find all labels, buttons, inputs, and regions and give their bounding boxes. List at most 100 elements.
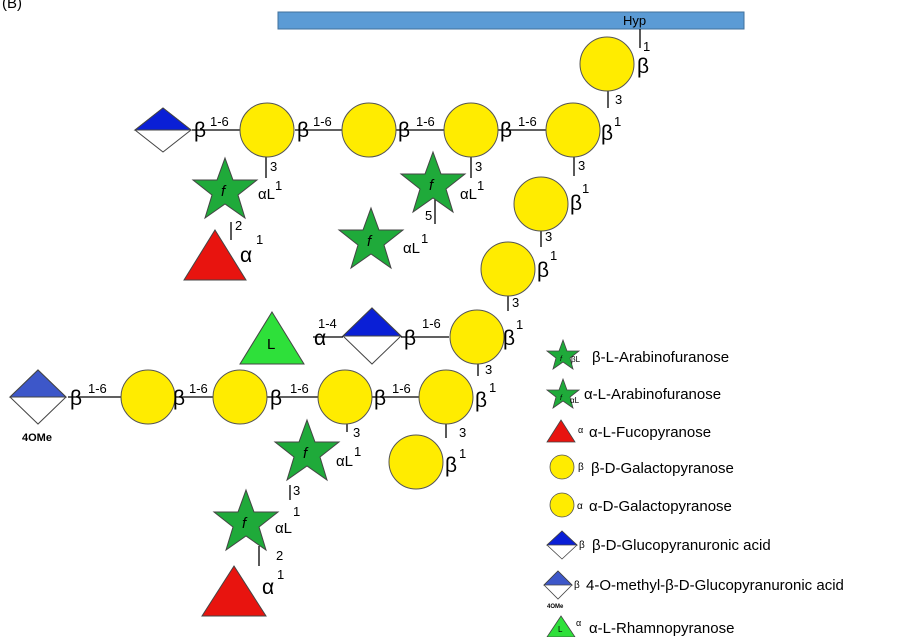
- pos-label: 1: [477, 178, 484, 193]
- pos-label: 1-6: [290, 381, 309, 396]
- pos-label: 1-6: [189, 381, 208, 396]
- gal-node-top: [579, 36, 635, 92]
- gal-node: [513, 176, 569, 232]
- f-label: f: [221, 183, 227, 200]
- anomer-label: αL: [258, 186, 275, 203]
- hyp-label: Hyp: [623, 13, 646, 28]
- legend-mini-label: αL: [570, 396, 580, 405]
- star-alpha-icon: [545, 377, 581, 409]
- ara-f-labels: f f f f f: [221, 177, 435, 532]
- anomer-label: β: [398, 119, 410, 142]
- diamond-blue-icon: [545, 530, 579, 560]
- ome-label: 4OMe: [22, 432, 52, 444]
- pos-label: 1: [643, 39, 650, 54]
- f-label: f: [367, 233, 373, 250]
- gal-node: [545, 102, 601, 158]
- pos-label: 1: [256, 232, 263, 247]
- triangle-red-icon: [546, 419, 576, 443]
- pos-label: 1: [614, 114, 621, 129]
- anomer-label: β: [445, 454, 457, 477]
- anomer-label: αL: [403, 240, 420, 257]
- legend-label: α-L-Arabinofuranose: [584, 386, 721, 403]
- pos-label: 1-6: [416, 114, 435, 129]
- pos-label: 3: [353, 425, 360, 440]
- legend-mini-label: α: [578, 425, 583, 435]
- anomer-label: β: [537, 259, 549, 282]
- anomer-label: β: [173, 387, 185, 410]
- anomer-label: αL: [460, 186, 477, 203]
- pos-label: 1: [489, 380, 496, 395]
- anomer-label: α: [314, 327, 326, 350]
- f-label: f: [303, 445, 309, 462]
- f-label: f: [242, 515, 248, 532]
- ara-star: [212, 488, 280, 552]
- anomer-label: β: [374, 387, 386, 410]
- legend-mini-label: β: [578, 462, 584, 473]
- pos-label: 3: [475, 159, 482, 174]
- gal-node: [449, 309, 505, 365]
- pos-label: 3: [459, 425, 466, 440]
- pos-label: 1-6: [88, 381, 107, 396]
- galactose-nodes: [120, 36, 635, 490]
- hyp-bar: [277, 11, 745, 30]
- gal-node: [120, 369, 176, 425]
- pos-label: 3: [615, 92, 622, 107]
- rhamnose-node: [239, 311, 305, 365]
- pos-label: 1: [421, 231, 428, 246]
- rhamnose-L-label: L: [267, 336, 275, 353]
- pos-label: 1-6: [313, 114, 332, 129]
- linkage-labels: 1 β 3 β 1-6 β 1-6 β 1-6 β 1-6 β 1 3 αL 1…: [70, 39, 650, 599]
- pos-label: 1: [459, 446, 466, 461]
- legend-mini-label: α: [577, 501, 583, 512]
- pos-label: 1: [550, 248, 557, 263]
- pos-label: 1: [277, 567, 284, 582]
- legend-label: α-L-Fucopyranose: [589, 424, 711, 441]
- pos-label: 1-6: [392, 381, 411, 396]
- legend-label: α-L-Rhamnopyranose: [589, 620, 734, 637]
- ara-star: [273, 418, 341, 482]
- pos-label: 1: [293, 504, 300, 519]
- legend-mini-label: β: [579, 540, 585, 551]
- legend: f βL β-L-Arabinofuranose f αL α-L-Arabin…: [543, 338, 844, 637]
- svg-text:L: L: [558, 625, 563, 634]
- pos-label: 2: [235, 218, 242, 233]
- pos-label: 1: [275, 178, 282, 193]
- ara-star: [337, 206, 405, 270]
- legend-label: β-D-Galactopyranose: [591, 460, 734, 477]
- pos-label: 3: [293, 483, 300, 498]
- pos-label: 1: [516, 317, 523, 332]
- pos-label: 3: [512, 295, 519, 310]
- gal-node: [418, 369, 474, 425]
- gal-node: [480, 241, 536, 297]
- pos-label: 2: [276, 548, 283, 563]
- circle-alpha-icon: [549, 492, 575, 518]
- gal-node: [239, 102, 295, 158]
- legend-label: α-D-Galactopyranose: [589, 498, 732, 515]
- gal-node: [212, 369, 268, 425]
- anomer-label: β: [601, 122, 613, 145]
- pos-label: 1-6: [210, 114, 229, 129]
- glca-node-mid: [341, 307, 403, 365]
- anomer-label: β: [297, 119, 309, 142]
- pos-label: 1: [582, 181, 589, 196]
- legend-mini-label: βL: [571, 355, 581, 364]
- anomer-label: β: [570, 192, 582, 215]
- anomer-label: α: [240, 244, 252, 267]
- ara-star: [399, 150, 467, 214]
- star-beta-icon: [545, 338, 581, 370]
- anomer-label: β: [500, 119, 512, 142]
- glca-node-left: [133, 107, 193, 153]
- diamond-ome-icon: [543, 570, 573, 600]
- legend-label: β-L-Arabinofuranose: [592, 349, 729, 366]
- anomer-label: β: [637, 55, 649, 78]
- anomer-label: β: [404, 327, 416, 350]
- pos-label: 3: [578, 158, 585, 173]
- anomer-label: β: [503, 327, 515, 350]
- triangle-green-icon: [546, 615, 576, 637]
- anomer-label: αL: [275, 520, 292, 537]
- legend-ome-label: 4OMe: [547, 604, 564, 610]
- gal-node: [388, 434, 444, 490]
- legend-label: β-D-Glucopyranuronic acid: [592, 537, 771, 554]
- linkage-lines: [68, 29, 641, 566]
